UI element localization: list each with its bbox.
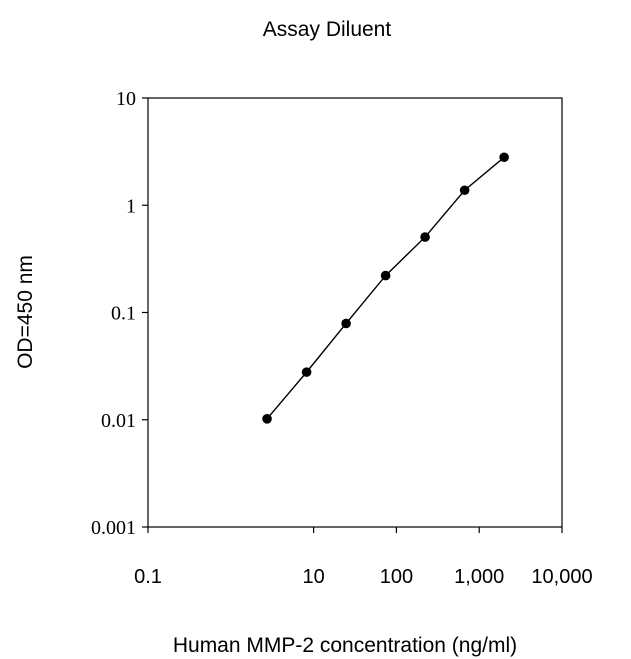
x-tick-label-0: 0.1 xyxy=(134,566,162,588)
y-tick-label-1: 1 xyxy=(126,195,136,217)
y-axis: 10 1 0.1 0.01 0.001 xyxy=(91,88,148,539)
data-point-5 xyxy=(459,185,470,196)
chart-title: Assay Diluent xyxy=(263,18,392,41)
data-point-0 xyxy=(262,414,272,424)
x-tick-label-2: 100 xyxy=(380,566,413,588)
x-axis-label: Human MMP-2 concentration (ng/ml) xyxy=(173,634,517,657)
plot-area: 10 1 0.1 0.01 0.001 0.1 10 100 1,000 10,000 xyxy=(91,88,593,588)
y-tick-label-0: 10 xyxy=(116,88,136,110)
data-point-2 xyxy=(341,318,351,329)
y-tick-label-4: 0.001 xyxy=(91,517,136,539)
data-point-3 xyxy=(380,270,391,281)
series-layer xyxy=(262,152,509,424)
series-0-line xyxy=(266,156,505,420)
x-tick-label-1: 10 xyxy=(302,566,324,588)
data-point-1 xyxy=(301,367,312,377)
y-tick-label-3: 0.01 xyxy=(101,410,136,432)
y-tick-label-2: 0.1 xyxy=(111,303,136,325)
data-point-6 xyxy=(499,152,509,163)
x-tick-label-4: 10,000 xyxy=(531,566,592,588)
y-axis-label: OD=450 nm xyxy=(14,255,37,369)
x-tick-label-3: 1,000 xyxy=(454,566,504,588)
x-axis: 0.1 10 100 1,000 10,000 xyxy=(134,527,593,588)
data-point-4 xyxy=(420,232,430,242)
